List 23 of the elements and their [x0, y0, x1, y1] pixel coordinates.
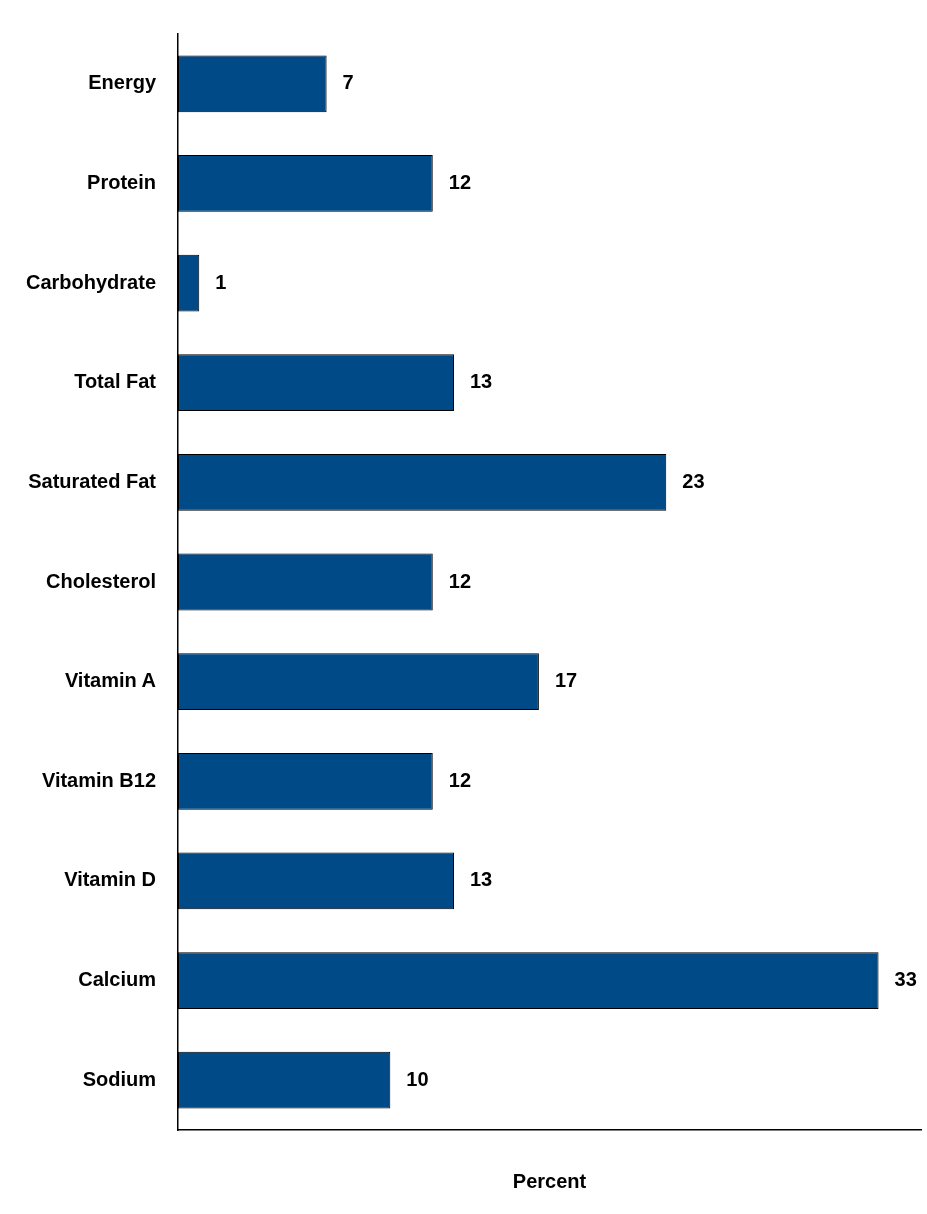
data-label: 13 — [469, 868, 493, 891]
y-tick-label: Calcium — [78, 968, 157, 991]
y-tick-label: Vitamin A — [64, 669, 157, 692]
y-tick-label: Carbohydrate — [26, 270, 157, 293]
y-tick-label: Sodium — [82, 1067, 157, 1090]
y-tick-label: Protein — [87, 170, 157, 193]
data-label: 12 — [448, 170, 472, 193]
y-tick-label: Energy — [88, 71, 157, 94]
y-tick-label: Cholesterol — [46, 569, 157, 592]
y-tick-label: Total Fat — [74, 370, 157, 393]
data-label: 17 — [554, 669, 578, 692]
data-label: 13 — [469, 370, 493, 393]
data-label: 12 — [448, 768, 472, 791]
data-label: 10 — [406, 1067, 429, 1090]
data-label: 12 — [448, 569, 472, 592]
y-tick-label: Vitamin D — [64, 868, 157, 891]
y-tick-label: Vitamin B12 — [41, 768, 157, 791]
x-axis-title: Percent — [512, 1169, 587, 1192]
y-tick-label: Saturated Fat — [28, 469, 157, 492]
data-label: 23 — [682, 469, 705, 492]
data-label: 1 — [215, 270, 227, 293]
data-label: 33 — [894, 968, 917, 991]
data-label: 7 — [342, 71, 354, 94]
